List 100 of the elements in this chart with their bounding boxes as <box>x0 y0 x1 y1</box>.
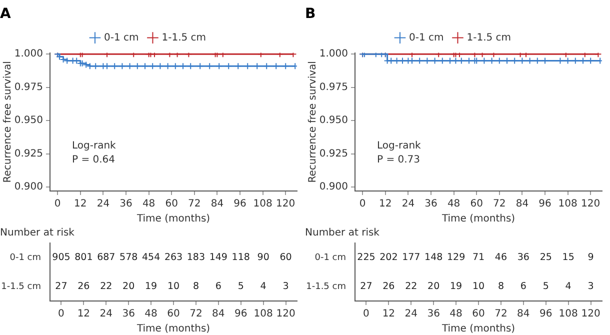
data-label: 8 <box>498 280 504 292</box>
y-tick-label: 0.975 <box>14 82 43 93</box>
y-tick-label: 0.975 <box>319 82 348 93</box>
x-tick-label: 36 <box>120 198 132 210</box>
x-tick-label: 72 <box>493 198 506 210</box>
legend-label: 0-1 cm <box>408 32 444 44</box>
data-label: 202 <box>380 252 398 263</box>
data-label: 25 <box>540 252 552 263</box>
data-label: 5 <box>542 280 549 292</box>
annotation: P = 0.73 <box>377 154 420 166</box>
legend-label: 1-1.5 cm <box>162 32 206 44</box>
x-tick-label: 36 <box>424 198 438 210</box>
chart-title: Number at risk <box>305 228 380 239</box>
data-label: 60 <box>280 252 292 263</box>
annotation: P = 0.64 <box>72 154 116 166</box>
data-label: 27 <box>360 280 372 292</box>
data-label: 19 <box>145 280 158 292</box>
y-tick-label: 1-1.5 cm <box>1 282 41 292</box>
data-label: 263 <box>164 252 183 263</box>
x-axis-title: Time (months) <box>136 214 210 225</box>
y-tick-label: 0.950 <box>319 115 348 126</box>
data-label: 19 <box>450 280 462 292</box>
x-tick-label: 120 <box>276 198 296 210</box>
data-label: 687 <box>97 252 116 263</box>
data-label: 26 <box>382 280 395 292</box>
y-tick-label: 0.900 <box>14 182 43 193</box>
x-tick-label: 48 <box>142 198 156 210</box>
data-label: 8 <box>192 280 199 292</box>
data-label: 15 <box>562 252 574 263</box>
data-label: 10 <box>472 280 485 292</box>
x-tick-label: 24 <box>96 198 110 210</box>
chart-title: Number at risk <box>0 228 75 239</box>
y-tick-label: 0.925 <box>319 148 348 160</box>
annotation: Log-rank <box>377 140 422 152</box>
data-label: 20 <box>122 280 135 292</box>
x-tick-label: 24 <box>404 308 418 320</box>
data-label: 27 <box>55 280 68 292</box>
x-tick-label: 36 <box>122 308 135 320</box>
data-label: 26 <box>78 280 90 292</box>
x-tick-label: 108 <box>253 198 272 210</box>
data-label: 129 <box>446 252 466 263</box>
annotation: Log-rank <box>72 140 116 152</box>
y-tick-label: 0.950 <box>14 115 43 126</box>
data-label: 5 <box>238 280 244 292</box>
x-tick-label: 72 <box>494 308 508 320</box>
data-label: 454 <box>142 252 160 263</box>
chart-title: B <box>305 6 316 22</box>
x-tick-label: 108 <box>254 308 273 320</box>
y-tick-label: 0-1 cm <box>10 252 41 263</box>
x-tick-label: 96 <box>234 308 248 320</box>
data-label: 183 <box>186 252 206 263</box>
data-label: 90 <box>257 252 270 263</box>
x-tick-label: 120 <box>581 198 600 210</box>
data-label: 20 <box>428 280 440 292</box>
x-tick-label: 24 <box>402 198 415 210</box>
x-tick-label: 84 <box>516 198 529 210</box>
x-tick-label: 12 <box>77 308 90 320</box>
y-tick-label: 1.000 <box>319 48 348 60</box>
x-tick-label: 72 <box>188 198 201 210</box>
x-tick-label: 96 <box>538 198 552 210</box>
x-tick-label: 96 <box>234 198 246 210</box>
data-label: 3 <box>282 280 289 292</box>
x-tick-label: 0 <box>58 308 64 320</box>
data-label: 22 <box>405 280 418 292</box>
data-label: 6 <box>520 280 526 292</box>
data-label: 4 <box>565 280 572 292</box>
y-tick-label: 1-1.5 cm <box>306 282 346 292</box>
data-label: 46 <box>494 252 507 263</box>
y-axis-title: Recurrence free survival <box>308 61 319 183</box>
x-tick-label: 24 <box>100 308 113 320</box>
x-tick-label: 0 <box>54 198 61 210</box>
legend-label: 1-1.5 cm <box>466 32 512 44</box>
y-tick-label: 0.900 <box>319 182 348 193</box>
data-label: 71 <box>472 252 485 263</box>
legend-label: 0-1 cm <box>104 32 139 44</box>
data-label: 3 <box>588 280 594 292</box>
x-tick-label: 48 <box>144 308 158 320</box>
data-label: 22 <box>100 280 112 292</box>
x-tick-label: 48 <box>450 308 462 320</box>
data-label: 801 <box>74 252 93 263</box>
data-label: 9 <box>588 252 594 263</box>
x-tick-label: 108 <box>558 198 578 210</box>
data-label: 10 <box>167 280 180 292</box>
data-label: 578 <box>120 252 138 263</box>
x-tick-label: 12 <box>74 198 87 210</box>
y-axis-title: Recurrence free survival <box>2 61 14 183</box>
x-axis-title: Time (months) <box>440 214 516 225</box>
x-tick-label: 108 <box>558 308 578 320</box>
data-label: 148 <box>424 252 443 263</box>
x-axis-title: Time (months) <box>440 324 516 335</box>
x-tick-label: 48 <box>447 198 460 210</box>
x-tick-label: 0 <box>359 198 366 210</box>
data-label: 177 <box>402 252 420 263</box>
chart-title: A <box>0 6 11 22</box>
x-tick-label: 0 <box>363 308 370 320</box>
x-tick-label: 36 <box>427 308 440 320</box>
x-tick-label: 96 <box>539 308 552 320</box>
x-tick-label: 60 <box>167 308 180 320</box>
data-label: 225 <box>357 252 376 263</box>
x-tick-label: 60 <box>470 198 483 210</box>
